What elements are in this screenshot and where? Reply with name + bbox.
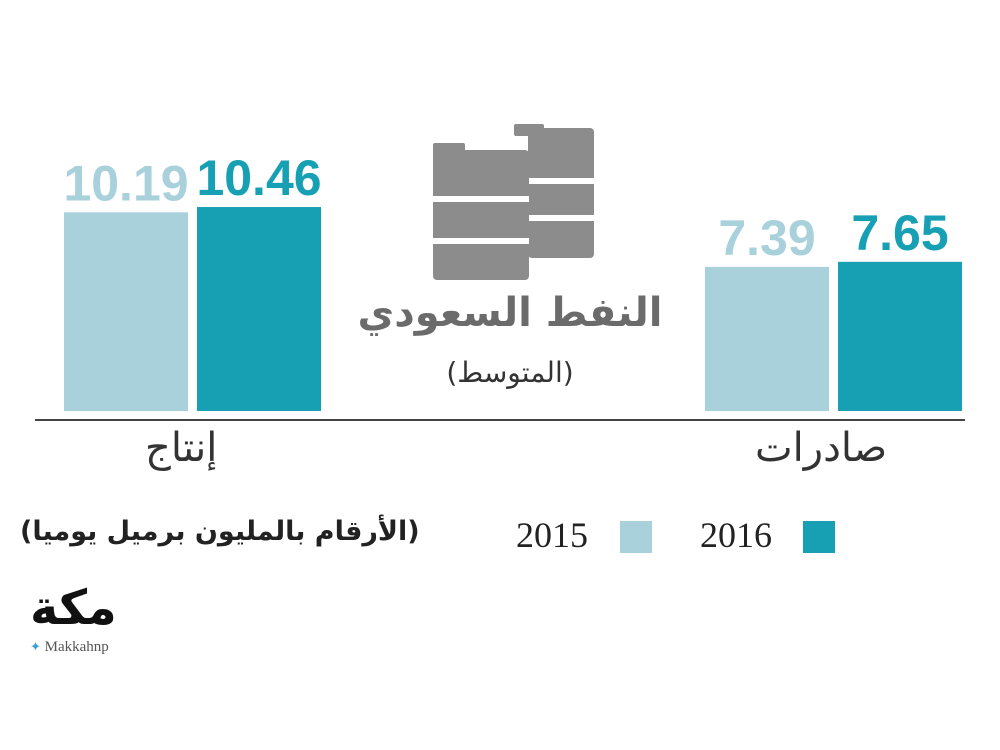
value-label-2015-1: 7.39 bbox=[718, 210, 815, 266]
legend-swatch-2016 bbox=[803, 521, 835, 553]
legend-swatch-2015 bbox=[620, 521, 652, 553]
chart-title: النفط السعودي bbox=[357, 290, 663, 336]
bar-2015-1 bbox=[705, 266, 829, 411]
value-label-2015-0: 10.19 bbox=[63, 155, 188, 211]
twitter-handle-text: Makkahnp bbox=[44, 639, 109, 655]
bar-2016-1 bbox=[838, 261, 962, 411]
category-label-production: إنتاج bbox=[145, 425, 218, 471]
bar-2015-0 bbox=[64, 212, 188, 411]
twitter-bird-icon: ✦ bbox=[30, 639, 41, 654]
makkah-logo: مكة bbox=[30, 580, 117, 636]
bar-2016-0 bbox=[197, 207, 321, 411]
legend-label-2015: 2015 bbox=[516, 515, 588, 555]
twitter-handle: ✦ Makkahnp bbox=[30, 639, 109, 656]
units-note: (الأرقام بالمليون برميل يوميا) bbox=[20, 516, 420, 547]
value-label-2016-1: 7.65 bbox=[851, 205, 948, 261]
chart-subtitle: (المتوسط) bbox=[446, 356, 574, 389]
oil-barrels-icon bbox=[433, 124, 594, 280]
category-label-exports: صادرات bbox=[755, 425, 888, 471]
value-label-2016-0: 10.46 bbox=[196, 150, 321, 206]
legend-label-2016: 2016 bbox=[700, 515, 772, 555]
